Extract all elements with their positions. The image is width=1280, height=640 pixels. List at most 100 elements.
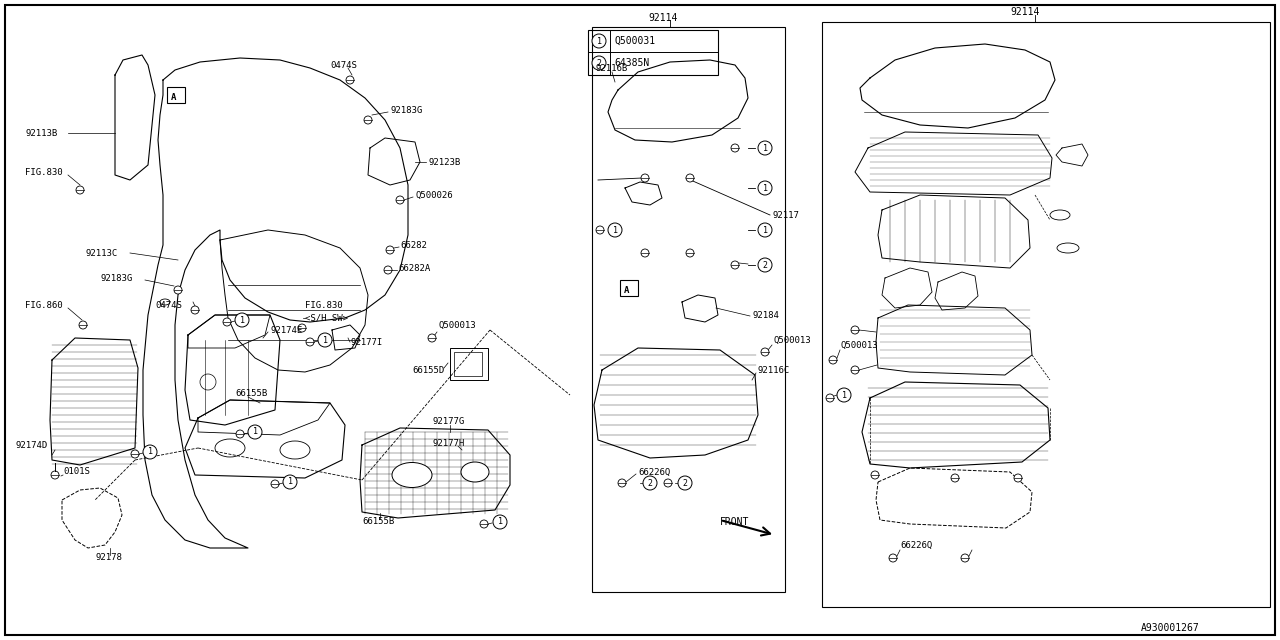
Text: FRONT: FRONT xyxy=(721,517,749,527)
Circle shape xyxy=(236,313,250,327)
Circle shape xyxy=(851,366,859,374)
Ellipse shape xyxy=(1050,210,1070,220)
Circle shape xyxy=(758,258,772,272)
Circle shape xyxy=(364,116,372,124)
Circle shape xyxy=(143,445,157,459)
Circle shape xyxy=(283,475,297,489)
Bar xyxy=(166,87,186,103)
Circle shape xyxy=(890,554,897,562)
Circle shape xyxy=(678,476,692,490)
Bar xyxy=(822,22,1270,607)
Circle shape xyxy=(758,181,772,195)
Ellipse shape xyxy=(1057,243,1079,253)
Text: 1: 1 xyxy=(763,225,768,234)
Circle shape xyxy=(593,34,605,48)
Circle shape xyxy=(664,479,672,487)
Bar xyxy=(451,348,488,380)
Circle shape xyxy=(384,266,392,274)
Text: 1: 1 xyxy=(763,143,768,152)
Text: 1: 1 xyxy=(147,447,152,456)
Circle shape xyxy=(493,515,507,529)
Bar xyxy=(620,280,637,296)
Circle shape xyxy=(593,56,605,70)
Circle shape xyxy=(1014,474,1021,482)
Text: 66155B: 66155B xyxy=(236,390,268,399)
Circle shape xyxy=(346,76,355,84)
Text: 92114: 92114 xyxy=(1010,7,1039,17)
Bar xyxy=(588,30,718,75)
Text: 92113C: 92113C xyxy=(84,248,118,257)
Circle shape xyxy=(248,425,262,439)
Text: 92177I: 92177I xyxy=(349,337,383,346)
Text: A: A xyxy=(625,285,630,294)
Text: 1: 1 xyxy=(323,335,328,344)
Circle shape xyxy=(396,196,404,204)
Bar xyxy=(593,27,785,592)
Text: 92116C: 92116C xyxy=(756,365,790,374)
Circle shape xyxy=(223,318,230,326)
Circle shape xyxy=(837,388,851,402)
Text: 66226Q: 66226Q xyxy=(900,541,932,550)
Text: 92114: 92114 xyxy=(648,13,677,23)
Text: 92183G: 92183G xyxy=(100,273,132,282)
Circle shape xyxy=(643,476,657,490)
Text: 2: 2 xyxy=(648,479,653,488)
Text: A930001267: A930001267 xyxy=(1142,623,1201,633)
Text: Q500013: Q500013 xyxy=(438,321,476,330)
Circle shape xyxy=(758,141,772,155)
Text: Q500031: Q500031 xyxy=(614,36,655,46)
Text: 66282: 66282 xyxy=(401,241,426,250)
Circle shape xyxy=(236,430,244,438)
Text: 66155B: 66155B xyxy=(362,518,394,527)
Text: 66282A: 66282A xyxy=(398,264,430,273)
Text: FIG.830: FIG.830 xyxy=(26,168,63,177)
Circle shape xyxy=(428,334,436,342)
Text: 92113B: 92113B xyxy=(26,129,58,138)
Circle shape xyxy=(596,226,604,234)
Text: FIG.830: FIG.830 xyxy=(305,301,343,310)
Text: 92177H: 92177H xyxy=(433,438,465,447)
Ellipse shape xyxy=(461,462,489,482)
Text: 1: 1 xyxy=(239,316,244,324)
Text: Q500026: Q500026 xyxy=(415,191,453,200)
Circle shape xyxy=(191,306,198,314)
Circle shape xyxy=(961,554,969,562)
Text: 1: 1 xyxy=(613,225,617,234)
Circle shape xyxy=(387,246,394,254)
Text: Q500013: Q500013 xyxy=(773,335,810,344)
Text: 92117: 92117 xyxy=(772,211,799,220)
Circle shape xyxy=(951,474,959,482)
Circle shape xyxy=(271,480,279,488)
Circle shape xyxy=(317,333,332,347)
Text: 0101S: 0101S xyxy=(63,467,90,477)
Circle shape xyxy=(762,348,769,356)
Text: 1: 1 xyxy=(596,36,602,45)
Text: 1: 1 xyxy=(841,390,846,399)
Circle shape xyxy=(851,326,859,334)
Circle shape xyxy=(131,450,140,458)
Text: FIG.860: FIG.860 xyxy=(26,301,63,310)
Text: 66155D: 66155D xyxy=(412,365,445,374)
Circle shape xyxy=(829,356,837,364)
Circle shape xyxy=(758,223,772,237)
Text: 92177G: 92177G xyxy=(433,417,465,426)
Circle shape xyxy=(174,286,182,294)
Ellipse shape xyxy=(392,463,433,488)
Circle shape xyxy=(870,471,879,479)
Bar xyxy=(454,352,483,376)
Text: 2: 2 xyxy=(682,479,687,488)
Circle shape xyxy=(641,174,649,182)
Circle shape xyxy=(641,249,649,257)
Text: 64385N: 64385N xyxy=(614,58,649,68)
Circle shape xyxy=(306,338,314,346)
Circle shape xyxy=(298,324,306,332)
Circle shape xyxy=(76,186,84,194)
Text: 92184: 92184 xyxy=(753,310,778,319)
Circle shape xyxy=(731,144,739,152)
Circle shape xyxy=(618,479,626,487)
Circle shape xyxy=(686,249,694,257)
Text: Q500013: Q500013 xyxy=(840,340,878,349)
Circle shape xyxy=(686,174,694,182)
Text: <S/H SW>: <S/H SW> xyxy=(305,314,348,323)
Text: 1: 1 xyxy=(252,428,257,436)
